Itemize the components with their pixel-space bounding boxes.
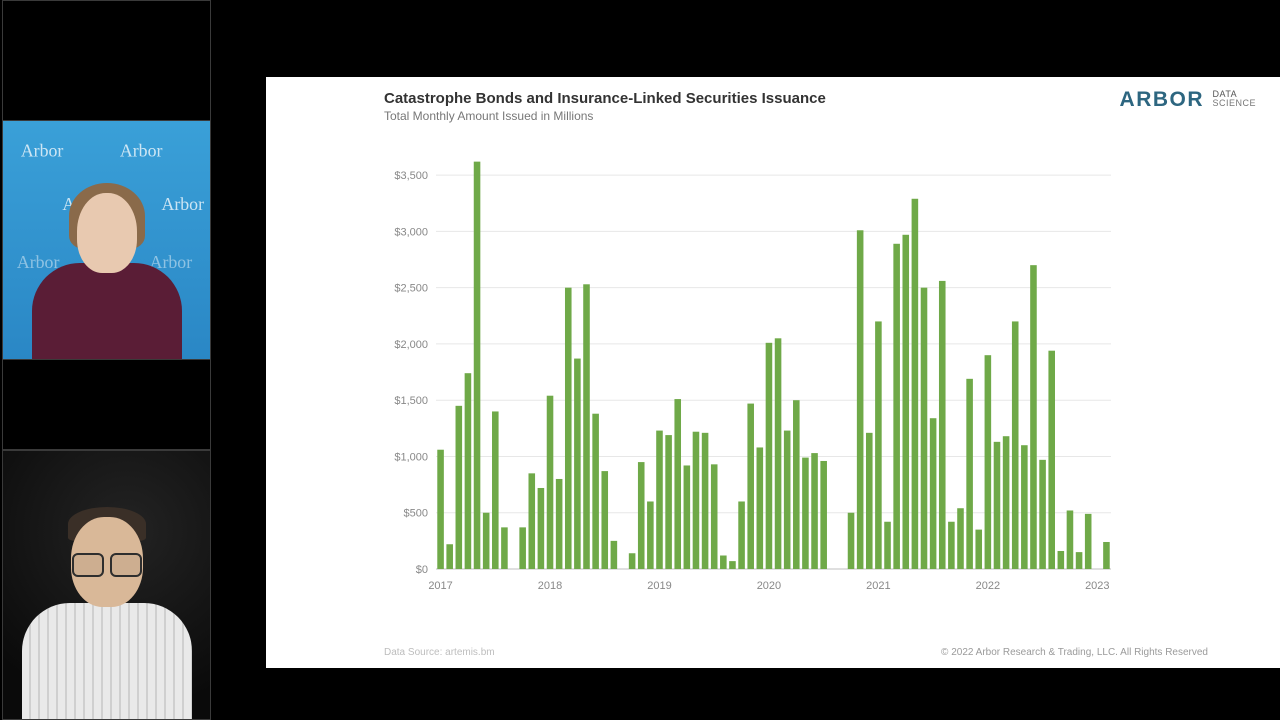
brand-word-1: ARBOR <box>1120 88 1205 111</box>
svg-text:$1,500: $1,500 <box>394 395 428 407</box>
svg-text:2017: 2017 <box>428 580 452 592</box>
chart-header: Catastrophe Bonds and Insurance-Linked S… <box>384 90 826 123</box>
participant-placeholder-mid <box>2 360 211 450</box>
participant-tile-2[interactable] <box>2 450 211 720</box>
svg-text:Arbor: Arbor <box>21 141 64 161</box>
chart-subtitle: Total Monthly Amount Issued in Millions <box>384 109 826 123</box>
svg-text:2021: 2021 <box>866 580 890 592</box>
stage: Arbor Arbor Arbor Arbor Arbor Arbor <box>0 0 1280 720</box>
brand-logo: ARBOR DATA SCIENCE <box>1120 89 1256 110</box>
participant-1-avatar <box>32 189 182 359</box>
svg-text:$0: $0 <box>416 564 428 576</box>
svg-text:$500: $500 <box>404 508 428 520</box>
svg-text:$1,000: $1,000 <box>394 451 428 463</box>
svg-text:$2,000: $2,000 <box>394 339 428 351</box>
shared-slide: Catastrophe Bonds and Insurance-Linked S… <box>214 77 1280 668</box>
svg-text:2022: 2022 <box>976 580 1000 592</box>
chart-footer-source: Data Source: artemis.bm <box>384 647 495 658</box>
participant-tile-1[interactable]: Arbor Arbor Arbor Arbor Arbor Arbor <box>2 120 211 360</box>
svg-text:2019: 2019 <box>647 580 671 592</box>
chart-title: Catastrophe Bonds and Insurance-Linked S… <box>384 90 826 107</box>
svg-text:$3,500: $3,500 <box>394 170 428 182</box>
svg-text:2018: 2018 <box>538 580 562 592</box>
svg-text:$3,000: $3,000 <box>394 226 428 238</box>
svg-text:$2,500: $2,500 <box>394 283 428 295</box>
bar-chart: $0 $500 $1,000 $1,500 $2,000 $2,500 $3,000 $3,5… <box>384 139 1119 599</box>
brand-word-2b: SCIENCE <box>1212 99 1256 108</box>
chart-footer-copyright: © 2022 Arbor Research & Trading, LLC. Al… <box>941 647 1208 658</box>
svg-text:2023: 2023 <box>1085 580 1109 592</box>
svg-text:Arbor: Arbor <box>120 141 163 161</box>
participant-2-avatar <box>22 509 192 719</box>
participants-column: Arbor Arbor Arbor Arbor Arbor Arbor <box>0 0 213 720</box>
svg-text:2020: 2020 <box>757 580 781 592</box>
participant-placeholder-top <box>2 0 211 120</box>
chart-card: Catastrophe Bonds and Insurance-Linked S… <box>266 77 1280 668</box>
